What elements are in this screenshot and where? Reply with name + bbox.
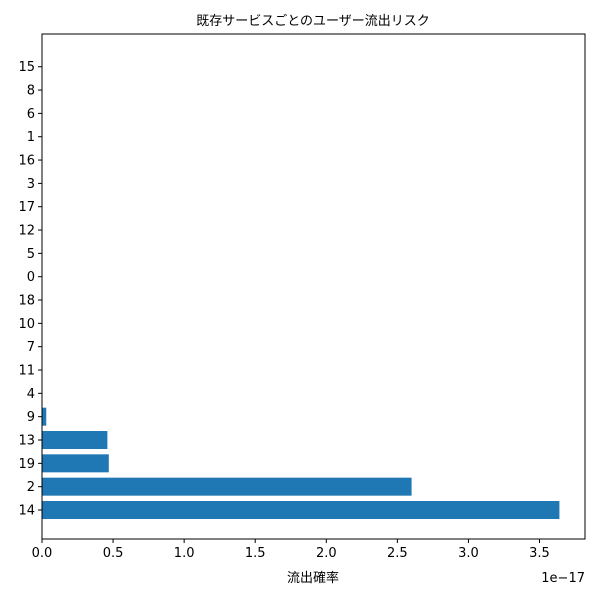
x-tick-label: 2.0 [316,546,337,561]
x-tick-label: 2.5 [387,546,408,561]
x-axis-ticks: 0.0 0.5 1.0 1.5 2.0 2.5 3.0 3.5 [32,539,550,561]
y-tick-label: 3 [27,177,35,192]
bar-2 [42,477,412,496]
bar-19 [42,454,109,473]
bar-9 [42,407,47,426]
y-tick-label: 1 [27,130,35,145]
y-tick-label: 12 [18,224,35,239]
bar-14 [42,501,560,519]
x-tick-label: 1.0 [174,546,195,561]
y-tick-label: 2 [27,480,35,495]
y-tick-label: 17 [18,200,35,215]
chart-title: 既存サービスごとのユーザー流出リスク [196,13,430,29]
plot-area-frame [41,33,586,540]
x-tick-label: 0.5 [103,546,124,561]
y-tick-label: 18 [18,294,35,309]
y-tick-label: 4 [27,387,35,402]
y-tick-label: 5 [27,247,35,262]
y-tick-label: 10 [18,317,35,332]
x-tick-label: 3.0 [458,546,479,561]
x-tick-label: 3.5 [529,546,550,561]
y-tick-label: 9 [27,410,35,425]
y-tick-label: 16 [18,154,35,169]
y-tick-label: 13 [18,434,35,449]
bar-13 [42,431,108,450]
y-tick-label: 6 [27,107,35,122]
y-tick-label: 14 [18,504,35,519]
x-axis-title: 流出確率 [287,570,339,586]
y-tick-label: 8 [27,84,35,99]
x-tick-label: 1.5 [245,546,266,561]
y-tick-label: 11 [18,364,35,379]
x-axis-offset-label: 1e−17 [541,571,585,586]
y-tick-label: 15 [18,60,35,75]
y-tick-label: 7 [27,340,35,355]
y-tick-label: 19 [18,457,35,472]
x-tick-label: 0.0 [32,546,53,561]
y-tick-label: 0 [27,270,35,285]
bars-group [42,407,560,519]
